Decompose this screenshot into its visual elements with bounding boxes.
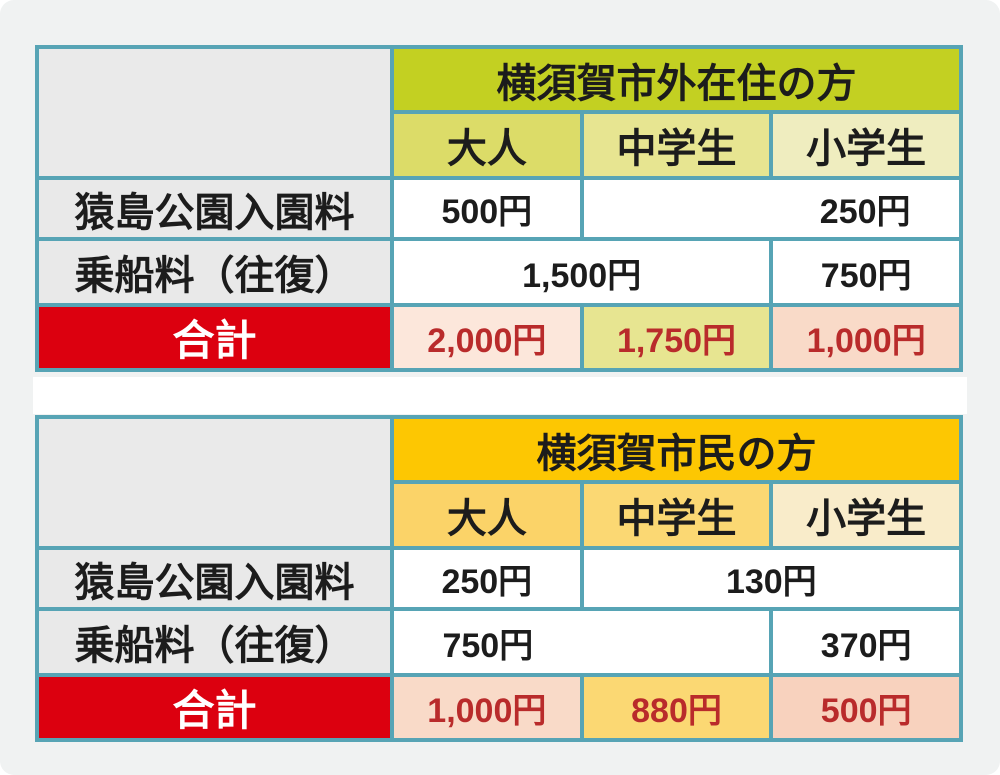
t2-total-junior: 880円 bbox=[583, 677, 770, 738]
t1-col-header-adult: 大人 bbox=[394, 114, 580, 176]
t2-col-header-elementary: 小学生 bbox=[773, 484, 959, 546]
t1-row-label-park-fee: 猿島公園入園料 bbox=[39, 180, 390, 237]
t2-col-header-junior: 中学生 bbox=[583, 484, 770, 546]
merged-cell-spacer bbox=[584, 180, 772, 237]
t2-price-boat-elementary: 370円 bbox=[773, 611, 959, 673]
t2-row-label-park-fee: 猿島公園入園料 bbox=[39, 550, 390, 607]
t2-price-park-junior-elementary: 130円 bbox=[583, 550, 959, 607]
t2-price-park-adult: 250円 bbox=[394, 550, 580, 607]
blank-corner-cell bbox=[39, 49, 390, 176]
t1-price-boat-adult-junior: 1,500円 bbox=[394, 241, 770, 303]
t1-total-junior: 1,750円 bbox=[583, 307, 770, 368]
t1-row-label-boat-fare: 乗船料（往復） bbox=[39, 241, 390, 303]
t1-total-adult: 2,000円 bbox=[394, 307, 580, 368]
t1-price-boat-elementary: 750円 bbox=[773, 241, 959, 303]
t1-col-header-junior: 中学生 bbox=[583, 114, 770, 176]
t2-col-header-adult: 大人 bbox=[394, 484, 580, 546]
t1-price-park-junior-elementary: 250円 bbox=[819, 193, 911, 231]
table-nonresident: 横須賀市外在住の方 大人 中学生 小学生 猿島公園入園料 500円 250円 乗… bbox=[35, 45, 963, 372]
table-resident: 横須賀市民の方 大人 中学生 小学生 猿島公園入園料 250円 130円 乗船料… bbox=[35, 415, 963, 742]
t2-total-adult: 1,000円 bbox=[394, 677, 580, 738]
merged-cell-spacer bbox=[582, 611, 770, 673]
t2-price-boat-adult-junior: 750円 bbox=[442, 626, 534, 665]
t2-row-label-boat-fare: 乗船料（往復） bbox=[39, 611, 390, 673]
t1-total-elementary: 1,000円 bbox=[773, 307, 959, 368]
table-gap-band bbox=[33, 377, 967, 414]
t2-price-boat-adult-junior-cell: 750円 bbox=[394, 611, 770, 673]
t1-price-park-adult: 500円 bbox=[394, 180, 580, 237]
t2-total-elementary: 500円 bbox=[773, 677, 959, 738]
table-nonresident-title: 横須賀市外在住の方 bbox=[394, 49, 959, 110]
t1-col-header-elementary: 小学生 bbox=[773, 114, 959, 176]
t1-total-label: 合計 bbox=[39, 307, 390, 368]
t1-price-park-junior-elementary-cell: 250円 bbox=[583, 180, 959, 237]
blank-corner-cell bbox=[39, 419, 390, 546]
table-resident-title: 横須賀市民の方 bbox=[394, 419, 959, 480]
t2-total-label: 合計 bbox=[39, 677, 390, 738]
